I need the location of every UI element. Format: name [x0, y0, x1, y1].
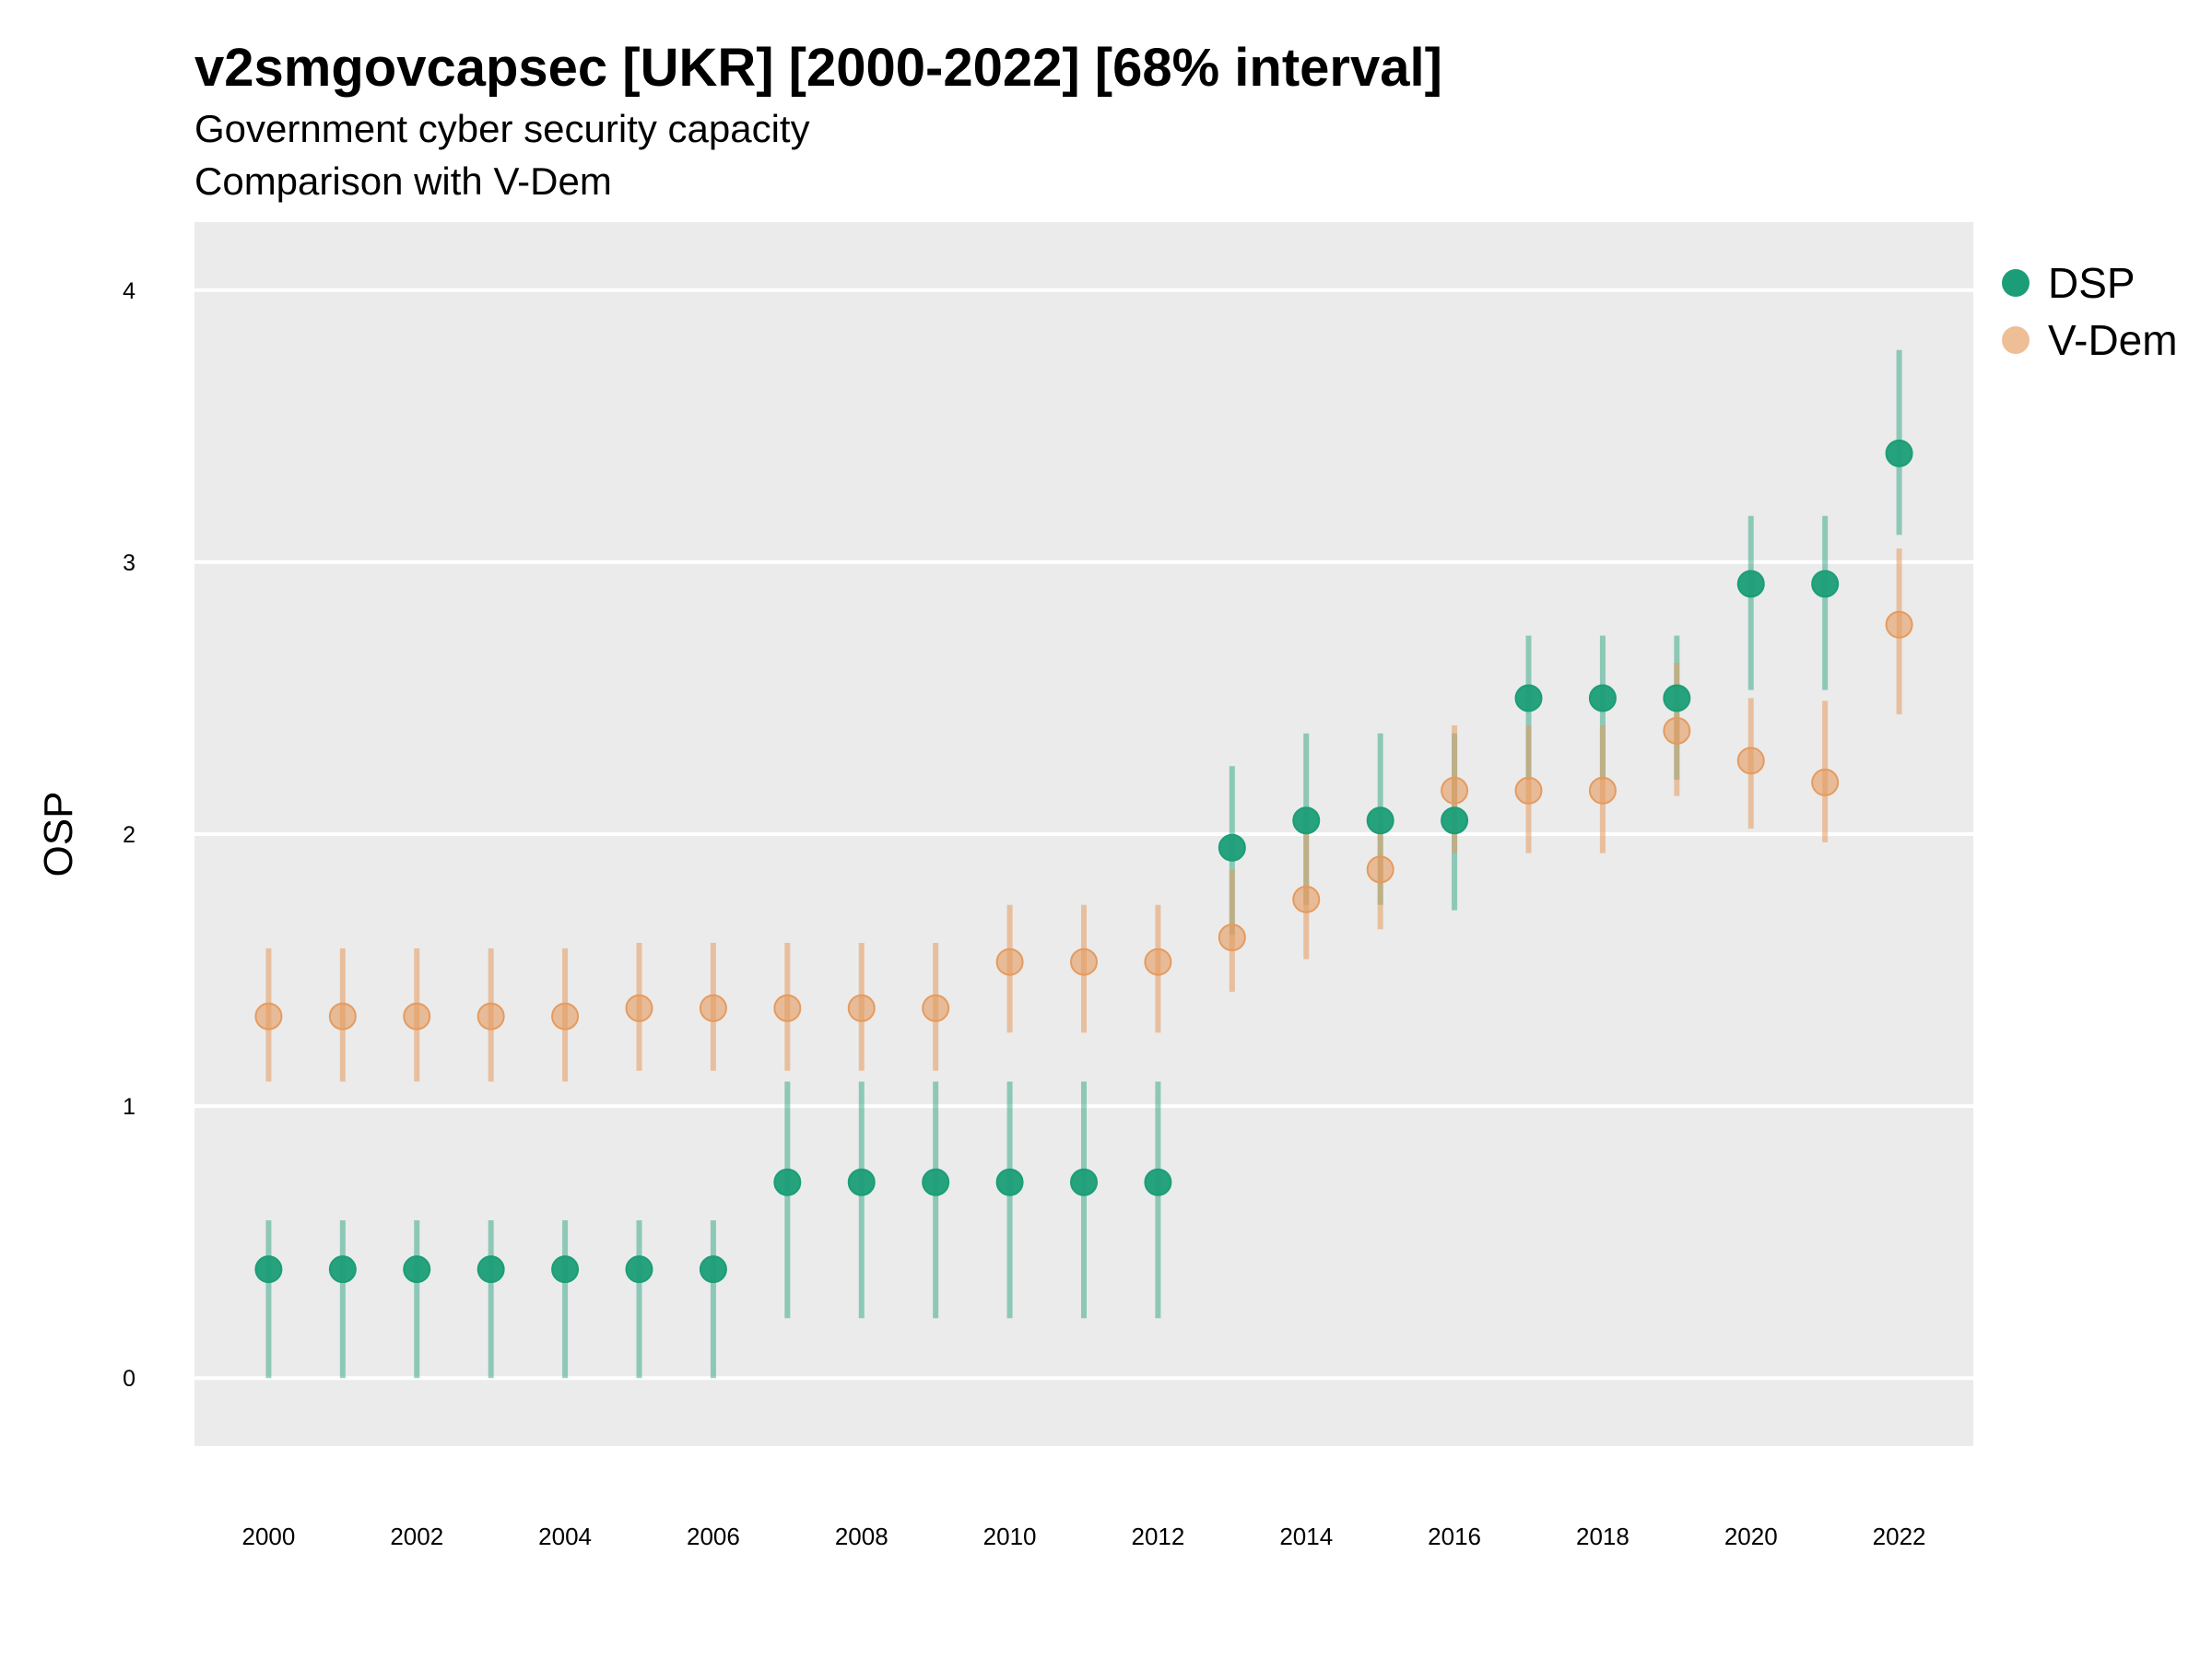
gridlines — [194, 288, 1973, 1381]
point-vdem — [699, 994, 727, 1022]
y-tick-label: 0 — [123, 1366, 135, 1392]
point-dsp — [1366, 806, 1394, 835]
point-vdem — [551, 1002, 580, 1030]
x-tick-label: 2018 — [1576, 1523, 1630, 1550]
x-tick-label: 2008 — [835, 1523, 888, 1550]
x-tick-label: 2010 — [983, 1523, 1037, 1550]
y-tick-label: 4 — [123, 278, 135, 304]
point-vdem — [847, 994, 876, 1022]
point-dsp — [1811, 570, 1840, 598]
point-vdem — [625, 994, 653, 1022]
point-vdem — [773, 994, 802, 1022]
chart-title: v2smgovcapsec [UKR] [2000-2022] [68% int… — [194, 38, 1442, 98]
point-vdem — [1736, 747, 1765, 775]
point-dsp — [699, 1255, 727, 1284]
legend-item-vdem: V-Dem — [2002, 312, 2178, 369]
point-dsp — [1144, 1168, 1172, 1196]
point-vdem — [1588, 776, 1617, 805]
point-dsp — [847, 1168, 876, 1196]
x-tick-label: 2006 — [687, 1523, 740, 1550]
point-dsp — [328, 1255, 357, 1284]
x-tick-labels: 2000 2002 2004 2006 2008 2010 2012 2014 2016 2018… — [241, 1523, 1925, 1550]
point-vdem — [995, 947, 1024, 976]
point-vdem — [1663, 716, 1691, 745]
data-points — [254, 439, 1913, 1284]
point-vdem — [1885, 610, 1913, 639]
point-vdem — [1811, 768, 1840, 796]
legend-label-vdem: V-Dem — [2048, 316, 2178, 364]
point-vdem — [477, 1002, 505, 1030]
legend-swatch-vdem — [2002, 326, 2030, 354]
point-dsp — [1885, 439, 1913, 467]
legend-item-dsp: DSP — [2002, 254, 2178, 312]
point-dsp — [403, 1255, 431, 1284]
point-vdem — [922, 994, 950, 1022]
x-tick-label: 2012 — [1131, 1523, 1184, 1550]
point-vdem — [1366, 855, 1394, 884]
y-axis-label: OSP — [36, 792, 81, 877]
legend-swatch-dsp — [2002, 269, 2030, 297]
point-dsp — [551, 1255, 580, 1284]
x-tick-label: 2014 — [1279, 1523, 1333, 1550]
point-vdem — [1218, 924, 1246, 952]
y-tick-label: 2 — [123, 822, 135, 848]
legend-label-dsp: DSP — [2048, 259, 2136, 307]
chart-subtitle-line2: Comparison with V-Dem — [194, 159, 612, 203]
point-dsp — [1736, 570, 1765, 598]
point-vdem — [1292, 885, 1321, 913]
x-tick-label: 2016 — [1428, 1523, 1481, 1550]
point-dsp — [1441, 806, 1469, 835]
point-dsp — [1588, 684, 1617, 712]
point-dsp — [1514, 684, 1543, 712]
x-tick-label: 2020 — [1724, 1523, 1778, 1550]
point-vdem — [403, 1002, 431, 1030]
y-tick-label: 1 — [123, 1094, 135, 1120]
x-tick-label: 2000 — [241, 1523, 295, 1550]
point-dsp — [1663, 684, 1691, 712]
point-dsp — [477, 1255, 505, 1284]
point-dsp — [995, 1168, 1024, 1196]
point-vdem — [1070, 947, 1098, 976]
point-vdem — [254, 1002, 283, 1030]
legend: DSP V-Dem — [2002, 254, 2178, 369]
point-vdem — [1441, 776, 1469, 805]
x-tick-label: 2022 — [1873, 1523, 1926, 1550]
point-vdem — [1144, 947, 1172, 976]
point-vdem — [1514, 776, 1543, 805]
point-dsp — [1070, 1168, 1098, 1196]
chart-subtitle-line1: Government cyber security capacity — [194, 107, 810, 150]
y-tick-label: 3 — [123, 550, 135, 576]
x-tick-label: 2004 — [538, 1523, 592, 1550]
point-dsp — [1218, 833, 1246, 862]
point-dsp — [254, 1255, 283, 1284]
point-dsp — [922, 1168, 950, 1196]
point-vdem — [328, 1002, 357, 1030]
point-dsp — [773, 1168, 802, 1196]
point-dsp — [625, 1255, 653, 1284]
point-dsp — [1292, 806, 1321, 835]
y-tick-labels: 0 1 2 3 4 — [123, 278, 135, 1392]
x-tick-label: 2002 — [390, 1523, 443, 1550]
